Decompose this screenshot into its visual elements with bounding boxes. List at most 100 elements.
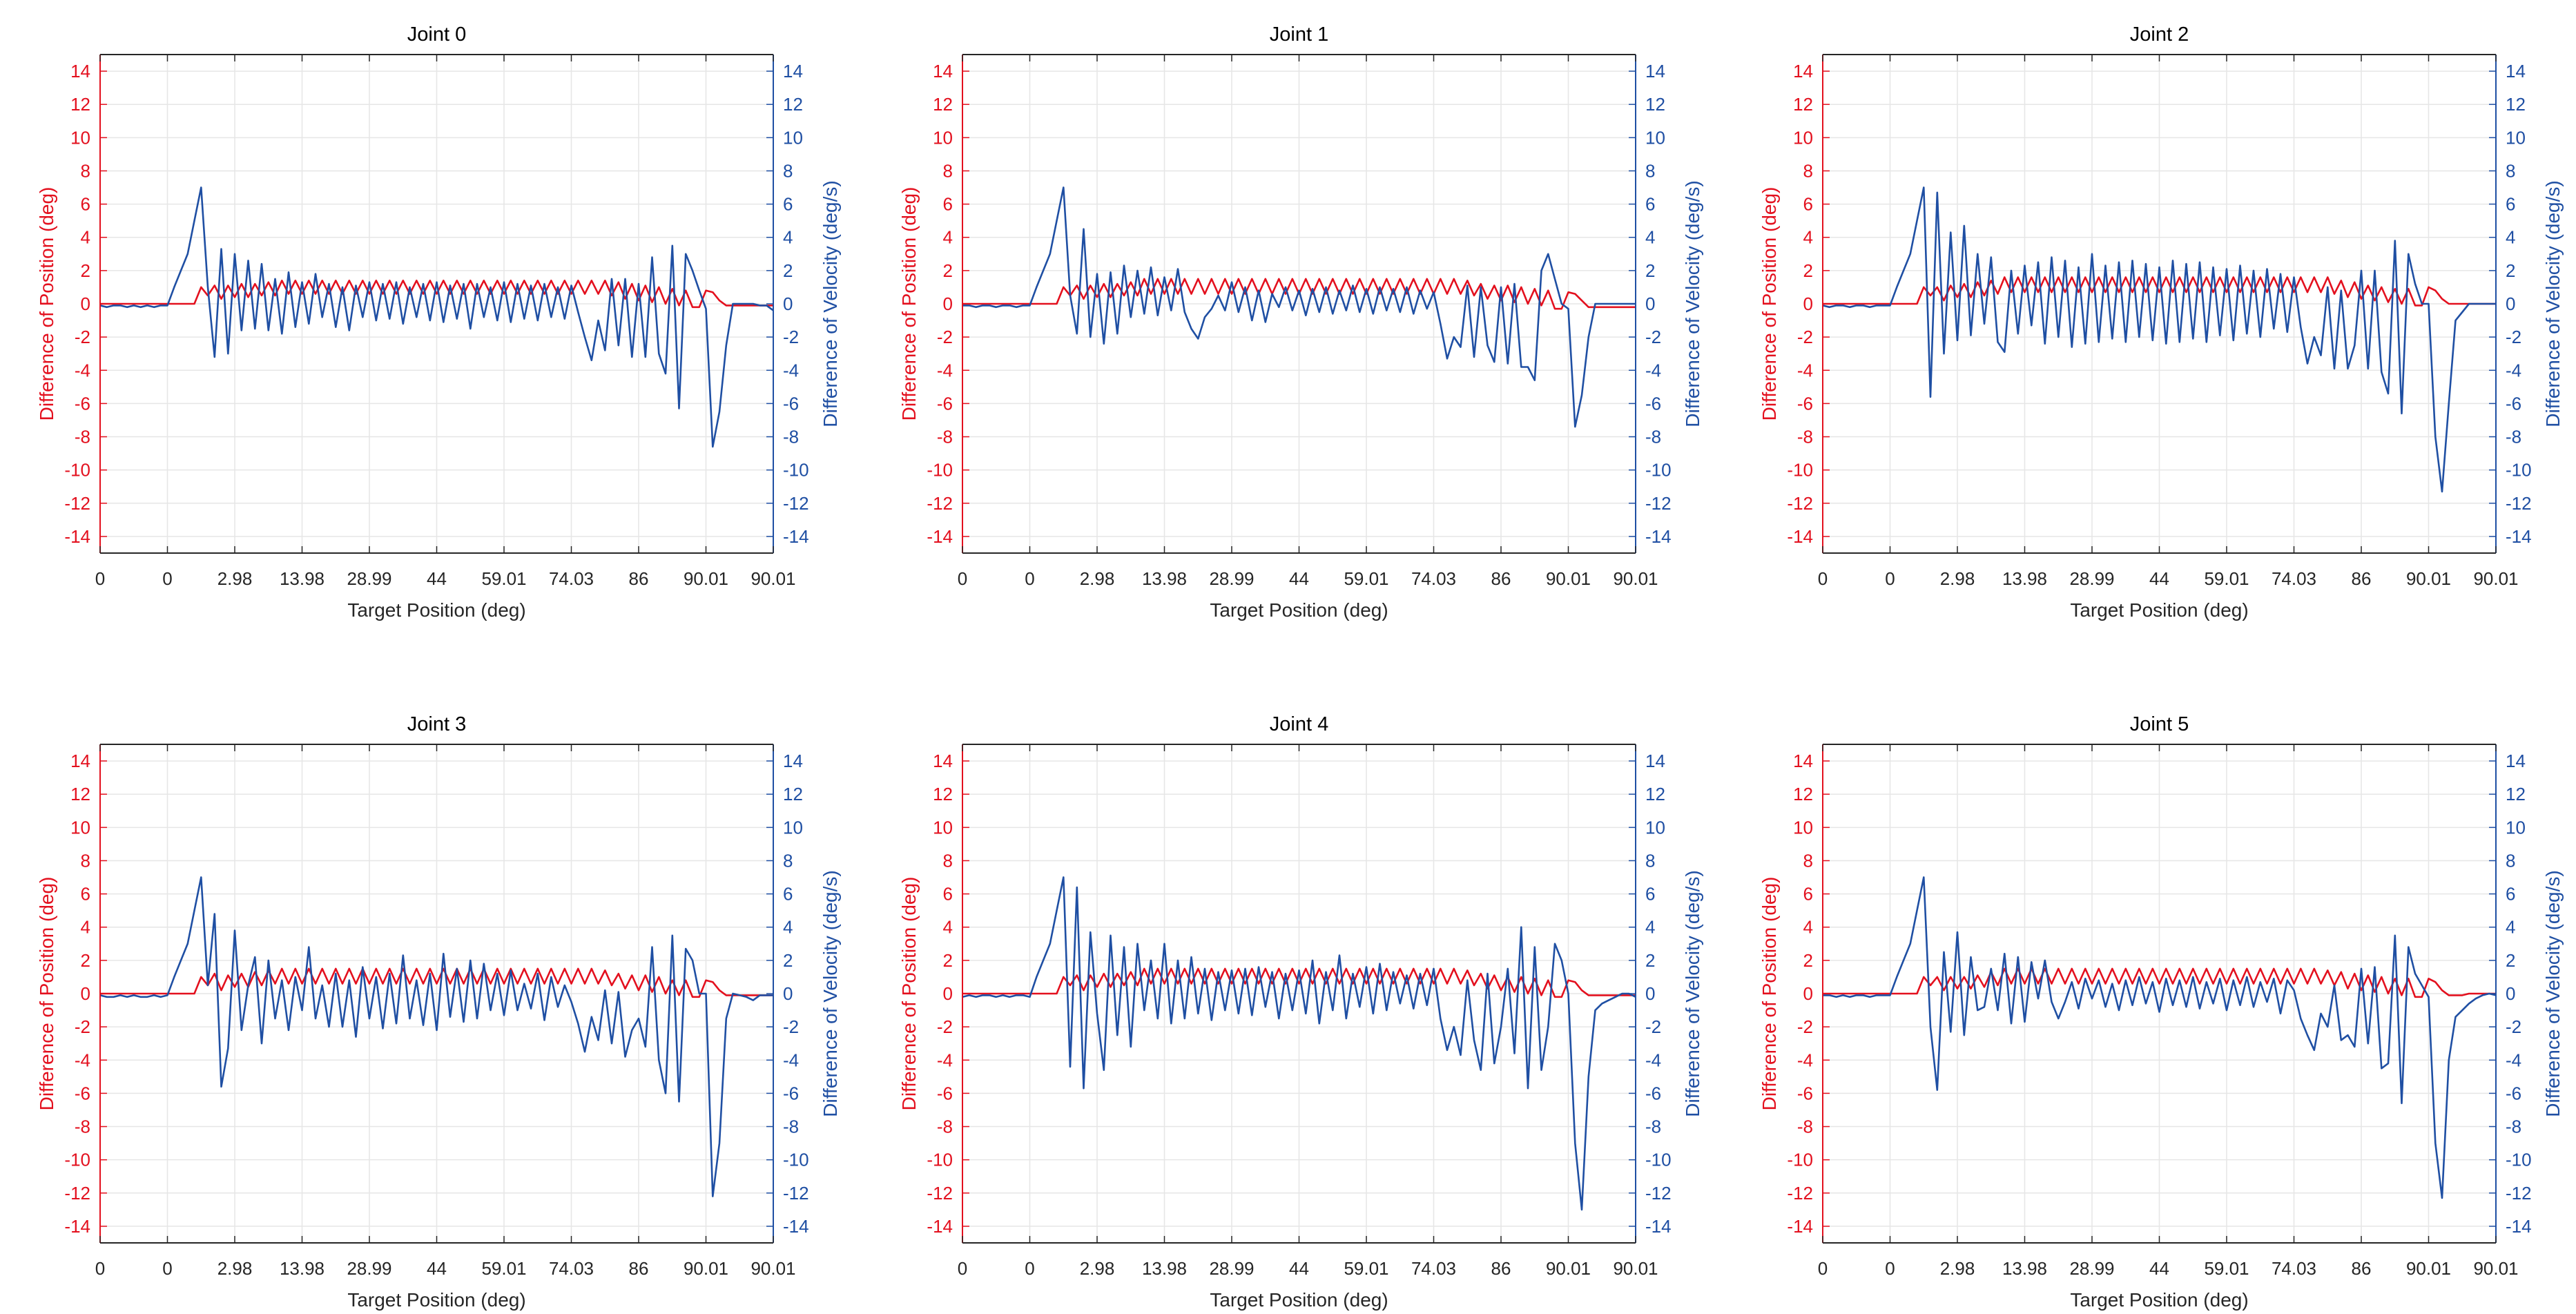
x-axis-label: Target Position (deg) (1210, 599, 1388, 621)
y-tick-label-right: 12 (783, 784, 803, 804)
x-tick-label: 86 (2352, 568, 2372, 589)
x-tick-label: 59.01 (2204, 568, 2249, 589)
y-tick-label-right: -12 (1645, 1183, 1672, 1204)
y-tick-label-left: 6 (943, 194, 953, 215)
y-tick-label-left: 2 (1803, 950, 1813, 971)
x-tick-label: 0 (1818, 568, 1828, 589)
y-tick-label-right: 0 (2506, 293, 2515, 314)
y-tick-label-left: -14 (1787, 1216, 1813, 1237)
y-tick-label-left: -6 (75, 393, 90, 414)
y-tick-label-left: -12 (927, 1183, 953, 1204)
y-tick-label-left: -6 (1797, 1083, 1813, 1103)
y-tick-label-left: -8 (75, 427, 90, 447)
x-tick-label: 44 (2149, 568, 2169, 589)
x-tick-label: 90.01 (750, 568, 795, 589)
x-tick-label: 86 (629, 568, 649, 589)
y-tick-label-right: -6 (1645, 1083, 1661, 1103)
y-axis-label-left: Difference of Position (deg) (36, 877, 57, 1111)
y-tick-label-right: 10 (2506, 127, 2526, 148)
y-tick-label-left: 4 (943, 227, 953, 248)
x-tick-label: 86 (1491, 568, 1511, 589)
y-axis-label-left: Difference of Position (deg) (1759, 187, 1780, 421)
x-tick-label: 13.98 (280, 1258, 325, 1279)
y-tick-label-right: 10 (1645, 817, 1665, 838)
x-tick-label: 90.01 (750, 1258, 795, 1279)
y-tick-label-left: 10 (1793, 127, 1813, 148)
y-tick-label-right: -10 (783, 1150, 809, 1170)
y-tick-label-left: 6 (1803, 194, 1813, 215)
position-difference-line (1823, 276, 2496, 307)
x-tick-label: 90.01 (684, 1258, 728, 1279)
y-tick-label-right: -10 (2506, 1150, 2532, 1170)
y-tick-label-right: 14 (1645, 751, 1665, 771)
y-tick-label-right: 0 (1645, 293, 1655, 314)
y-tick-label-right: 0 (783, 983, 793, 1004)
y-tick-label-left: 12 (933, 784, 953, 804)
y-tick-label-left: -10 (927, 460, 953, 481)
x-tick-label: 90.01 (1613, 1258, 1658, 1279)
chart-title: Joint 2 (2130, 23, 2189, 46)
y-axis-label-left: Difference of Position (deg) (36, 187, 57, 421)
velocity-difference-line (99, 876, 773, 1197)
position-difference-line (100, 967, 773, 998)
y-tick-label-left: 2 (1803, 260, 1813, 281)
y-tick-label-left: 10 (70, 817, 90, 838)
x-axis-label: Target Position (deg) (2070, 1289, 2248, 1311)
y-tick-label-right: -8 (1645, 427, 1661, 447)
y-tick-label-right: 2 (2506, 260, 2515, 281)
y-tick-label-right: -8 (783, 1117, 799, 1137)
x-tick-label: 13.98 (2002, 1258, 2047, 1279)
x-tick-label: 44 (427, 1258, 447, 1279)
y-tick-label-left: 12 (70, 94, 90, 115)
y-tick-label-left: 4 (943, 917, 953, 938)
y-tick-label-right: 2 (783, 950, 793, 971)
x-axis-label: Target Position (deg) (2070, 599, 2248, 621)
y-tick-label-right: -2 (783, 1016, 799, 1037)
chart-panel-joint-5: 0 0 2.98 13.98 28.99 44 59.01 74.03 86 90.01 90.01… (1759, 713, 2564, 1311)
y-tick-label-left: -6 (75, 1083, 90, 1103)
y-tick-label-left: 12 (933, 94, 953, 115)
y-axis-label-left: Difference of Position (deg) (898, 877, 920, 1111)
x-tick-label: 44 (427, 568, 447, 589)
x-axis-label: Target Position (deg) (1210, 1289, 1388, 1311)
y-tick-label-right: 8 (783, 850, 793, 871)
y-axis-label-right: Difference of Velocity (deg/s) (820, 180, 841, 427)
y-tick-label-left: -2 (75, 327, 90, 347)
y-tick-label-left: 8 (1803, 850, 1813, 871)
x-axis-label: Target Position (deg) (347, 1289, 525, 1311)
x-tick-label: 28.99 (1209, 1258, 1254, 1279)
x-tick-label: 86 (1491, 1258, 1511, 1279)
y-axis-label-right: Difference of Velocity (deg/s) (1682, 180, 1703, 427)
y-tick-label-left: 0 (81, 983, 90, 1004)
y-tick-label-right: 14 (2506, 61, 2526, 81)
y-tick-label-left: 14 (933, 61, 953, 81)
y-tick-label-right: 6 (783, 884, 793, 905)
y-tick-label-right: -10 (1645, 460, 1672, 481)
y-tick-label-left: 4 (81, 917, 90, 938)
y-tick-label-left: 4 (1803, 917, 1813, 938)
y-tick-label-left: -4 (1797, 360, 1813, 380)
x-tick-label: 0 (1025, 568, 1034, 589)
y-tick-label-right: -14 (783, 526, 809, 547)
y-tick-label-right: 2 (2506, 950, 2515, 971)
y-tick-label-left: 0 (943, 983, 953, 1004)
y-tick-label-right: 12 (1645, 94, 1665, 115)
chart-panel-joint-2: 0 0 2.98 13.98 28.99 44 59.01 74.03 86 90.01 90.01… (1759, 23, 2564, 621)
y-tick-label-left: 4 (81, 227, 90, 248)
x-tick-label: 2.98 (217, 568, 253, 589)
x-tick-label: 90.01 (1546, 1258, 1591, 1279)
x-tick-label: 90.01 (2473, 1258, 2518, 1279)
x-tick-label: 0 (1885, 1258, 1895, 1279)
y-tick-label-left: -2 (937, 327, 953, 347)
y-tick-label-left: 6 (81, 194, 90, 215)
y-tick-label-right: -12 (2506, 1183, 2532, 1204)
y-tick-label-left: -14 (64, 526, 90, 547)
y-tick-label-right: 0 (783, 293, 793, 314)
y-tick-label-left: -6 (937, 1083, 953, 1103)
y-tick-label-right: -10 (2506, 460, 2532, 481)
x-axis-label: Target Position (deg) (347, 599, 525, 621)
y-tick-label-right: -4 (2506, 1050, 2521, 1070)
y-tick-label-right: -6 (2506, 1083, 2521, 1103)
y-tick-label-right: -2 (1645, 1016, 1661, 1037)
